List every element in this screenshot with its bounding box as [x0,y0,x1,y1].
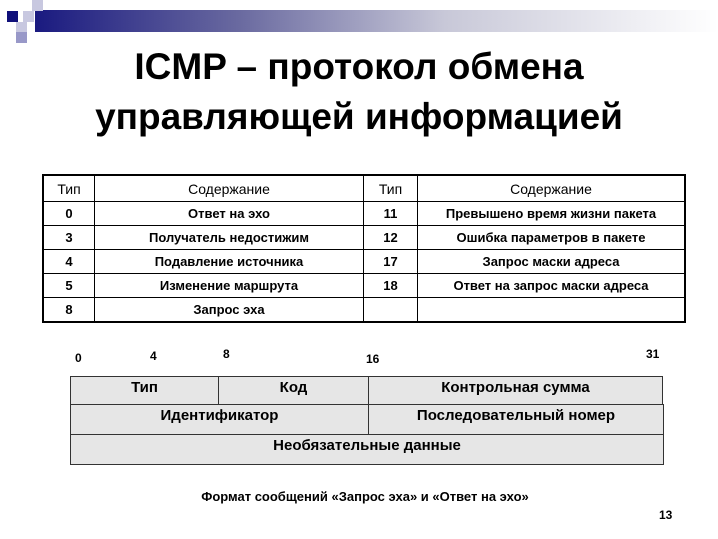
decor-square [7,11,18,22]
bit-label: 8 [223,347,230,361]
field-type: Тип [70,376,219,405]
table-cell: 18 [363,273,418,298]
bit-label: 4 [150,349,157,363]
decor-square [32,0,43,11]
table-cell: 0 [42,201,95,226]
table-cell: 11 [363,201,418,226]
title-line: управляющей информацией [95,96,623,137]
decor-square [16,22,27,33]
field-sequence-number: Последовательный номер [368,404,664,435]
column-header: Содержание [417,174,686,202]
table-cell: 17 [363,249,418,274]
table-cell [417,297,686,323]
table-cell: Ответ на эхо [94,201,364,226]
table-row: 4 Подавление источника 17 Запрос маски адре… [42,249,686,274]
bit-label: 0 [75,351,82,365]
table-row: 0 Ответ на эхо 11 Превышено время жизни пак… [42,201,686,226]
field-checksum: Контрольная сумма [368,376,663,405]
table-cell: Получатель недостижим [94,225,364,250]
header-gradient-bar [35,10,718,32]
table-cell: Ошибка параметров в пакете [417,225,686,250]
title-line: ICMP – протокол обмена [134,46,584,87]
icmp-types-table: Тип Содержание Тип Содержание 0 Ответ на … [42,174,686,323]
table-cell: 5 [42,273,95,298]
bit-label: 16 [366,352,380,366]
table-row: 8 Запрос эха [42,297,686,323]
table-cell: 4 [42,249,95,274]
decor-square [23,11,34,22]
table-header-row: Тип Содержание Тип Содержание [42,174,686,202]
column-header: Тип [363,174,418,202]
field-identifier: Идентификатор [70,404,369,435]
field-code: Код [218,376,369,405]
column-header: Содержание [94,174,364,202]
table-cell: Запрос эха [94,297,364,323]
table-row: 3 Получатель недостижим 12 Ошибка параметро… [42,225,686,250]
table-cell: Изменение маршрута [94,273,364,298]
field-optional-data: Необязательные данные [70,434,664,465]
table-cell: Запрос маски адреса [417,249,686,274]
table-row: 5 Изменение маршрута 18 Ответ на запрос мас… [42,273,686,298]
decor-square [16,32,27,43]
bit-label: 31 [646,347,660,361]
table-cell: 8 [42,297,95,323]
table-cell [363,297,418,323]
table-cell: Превышено время жизни пакета [417,201,686,226]
table-cell: 12 [363,225,418,250]
column-header: Тип [42,174,95,202]
table-cell: Ответ на запрос маски адреса [417,273,686,298]
table-cell: Подавление источника [94,249,364,274]
slide-title: ICMP – протокол обмена управляющей инфор… [0,42,718,142]
diagram-caption: Формат сообщений «Запрос эха» и «Ответ н… [201,489,529,504]
page-number: 13 [659,508,673,522]
table-cell: 3 [42,225,95,250]
